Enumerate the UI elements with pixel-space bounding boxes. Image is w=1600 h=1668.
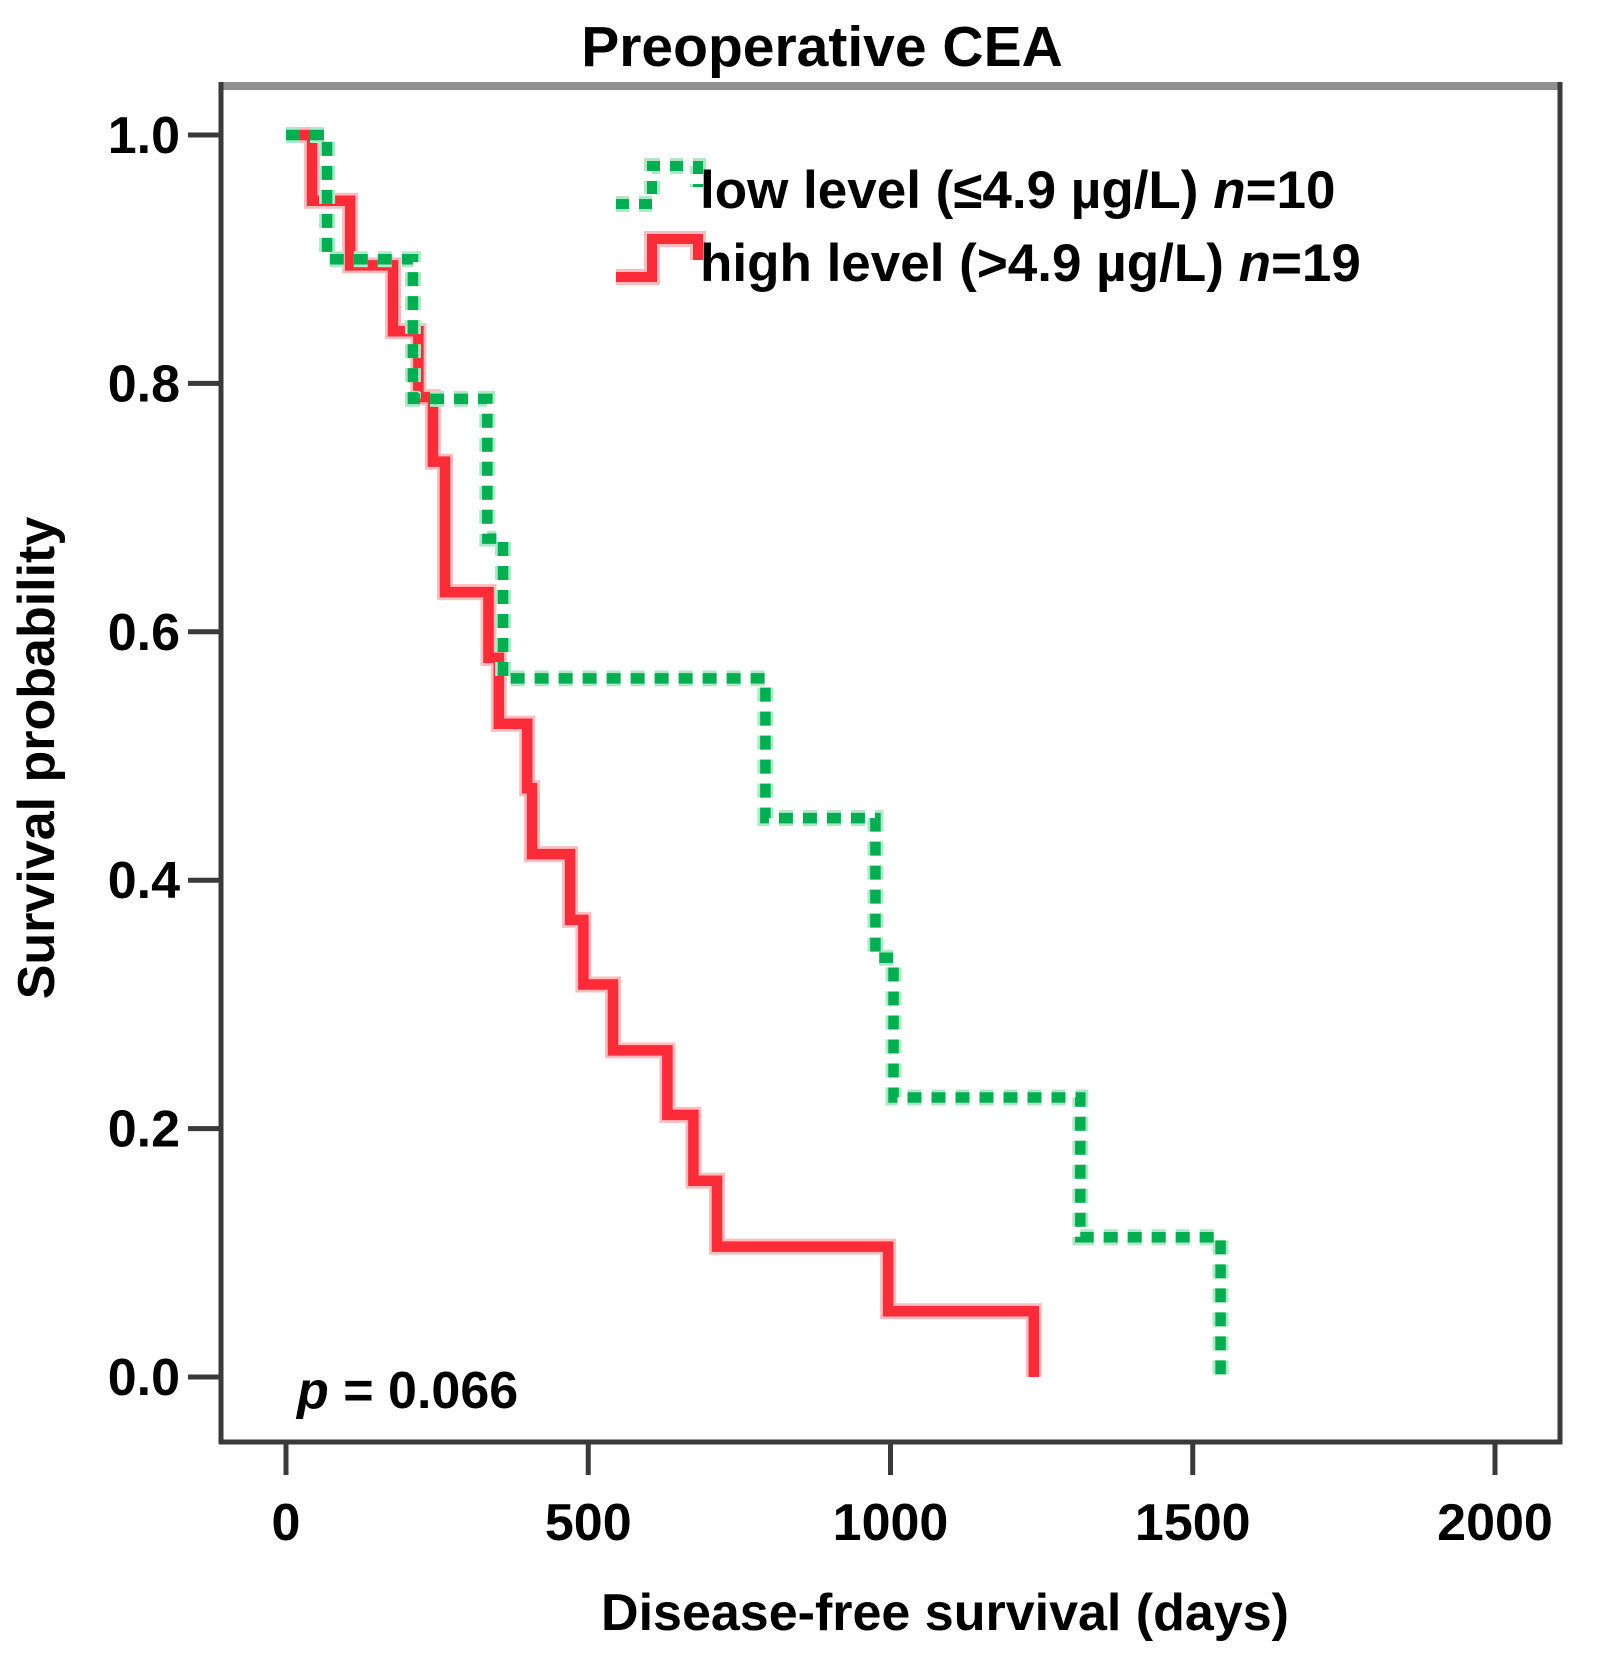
legend-low-n-eq: =10 — [1246, 161, 1336, 220]
y-tick-label: 0.4 — [108, 852, 180, 910]
y-tick-label: 0.6 — [108, 604, 180, 662]
legend: low level (≤4.9 µg/L) n=10 high level (>… — [616, 158, 1361, 293]
y-tick-label: 0.0 — [108, 1349, 180, 1407]
curve-high-level — [286, 129, 1040, 1377]
legend-low-n-var: n — [1213, 161, 1245, 220]
legend-high-n-var: n — [1239, 234, 1271, 293]
y-axis-title: Survival probability — [8, 517, 66, 1000]
axis-ticks: 1.0 0.8 0.6 0.4 0.2 0.0 0 500 1000 1500 2000 — [108, 107, 1553, 1552]
y-tick-label: 1.0 — [108, 107, 180, 165]
x-tick-label: 500 — [545, 1494, 632, 1552]
legend-high-n-eq: =19 — [1271, 234, 1361, 293]
legend-high-text: high level (>4.9 µg/L) — [700, 234, 1239, 293]
curve-low-level — [286, 129, 1226, 1377]
x-tick-label: 1500 — [1135, 1494, 1251, 1552]
legend-low-label: low level (≤4.9 µg/L) n=10 — [700, 161, 1335, 220]
x-tick-label: 1000 — [833, 1494, 949, 1552]
legend-high-swatch — [616, 234, 703, 282]
legend-item-low: low level (≤4.9 µg/L) n=10 — [616, 158, 1335, 220]
legend-item-high: high level (>4.9 µg/L) n=19 — [616, 231, 1361, 293]
y-tick-label: 0.8 — [108, 355, 180, 413]
x-axis-title: Disease-free survival (days) — [601, 1584, 1289, 1642]
p-value-number: = 0.066 — [329, 1362, 518, 1420]
y-tick-label: 0.2 — [108, 1101, 180, 1159]
chart-title: Preoperative CEA — [581, 15, 1063, 79]
legend-low-swatch — [616, 161, 703, 209]
x-tick-label: 0 — [272, 1494, 301, 1552]
p-value-annotation: p = 0.066 — [295, 1362, 518, 1420]
legend-high-label: high level (>4.9 µg/L) n=19 — [700, 234, 1361, 293]
legend-low-text: low level (≤4.9 µg/L) — [700, 161, 1213, 220]
p-value-var: p — [295, 1362, 329, 1420]
survival-curves — [286, 127, 1229, 1377]
x-tick-label: 2000 — [1437, 1494, 1553, 1552]
